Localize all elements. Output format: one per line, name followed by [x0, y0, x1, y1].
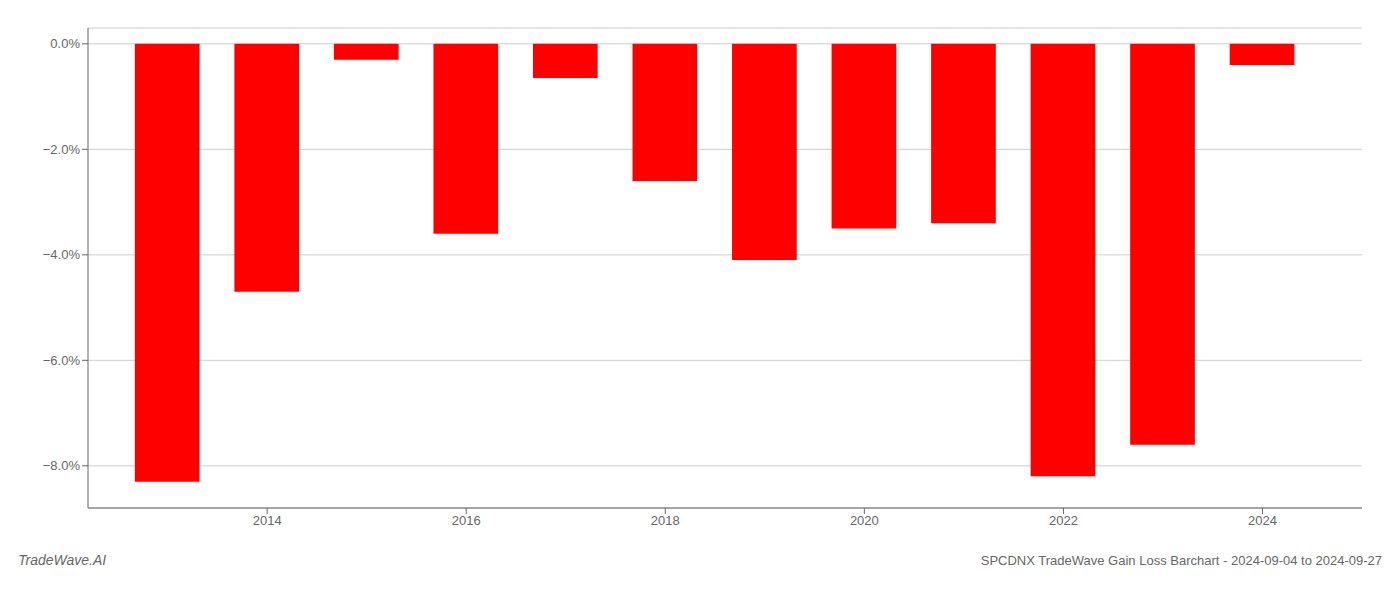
svg-text:0.0%: 0.0% [50, 36, 80, 51]
svg-text:−4.0%: −4.0% [43, 247, 81, 262]
svg-text:2020: 2020 [850, 513, 879, 528]
svg-text:−6.0%: −6.0% [43, 353, 81, 368]
svg-text:−2.0%: −2.0% [43, 142, 81, 157]
svg-text:2022: 2022 [1049, 513, 1078, 528]
svg-text:2014: 2014 [253, 513, 282, 528]
svg-text:2018: 2018 [651, 513, 680, 528]
svg-text:−8.0%: −8.0% [43, 458, 81, 473]
svg-text:2016: 2016 [452, 513, 481, 528]
html-text:TradeWave.AI: TradeWave.AI [18, 552, 107, 568]
svg-text:2024: 2024 [1248, 513, 1277, 528]
html-text:SPCDNX TradeWave Gain Loss Bar: SPCDNX TradeWave Gain Loss Barchart - 20… [980, 553, 1382, 568]
